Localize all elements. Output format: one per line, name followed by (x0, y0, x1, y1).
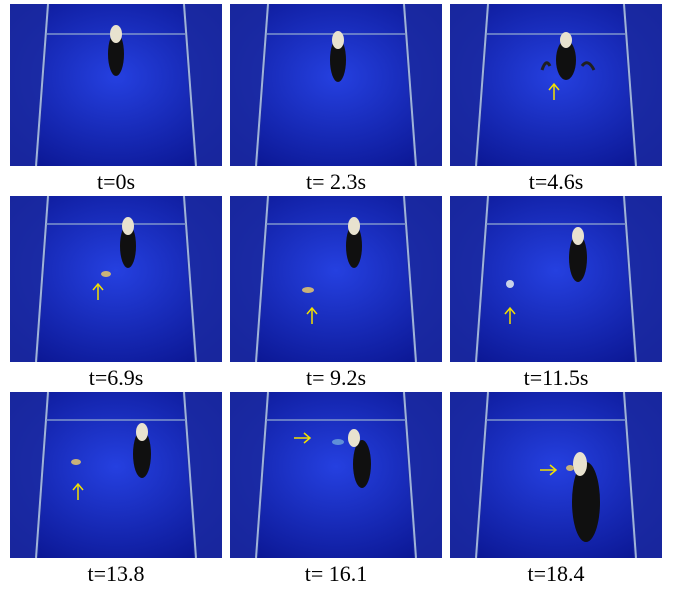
frame-caption-7: t=13.8 (87, 561, 145, 586)
frame-cell-6: t=11.5s (450, 196, 662, 390)
vehicle-body (133, 430, 151, 478)
photo-frame-1 (10, 4, 222, 166)
photo-frame-7 (10, 392, 222, 558)
tank-photo-2 (230, 4, 442, 166)
vehicle-body (569, 234, 587, 282)
tank-photo-9 (450, 392, 662, 558)
small-fish-robot (566, 465, 574, 471)
small-fish-robot (332, 439, 344, 445)
frame-caption-4: t=6.9s (88, 365, 144, 390)
frame-caption-9: t=18.4 (527, 561, 585, 586)
small-fish-robot (101, 271, 111, 277)
frame-cell-8: t= 16.1 (230, 392, 442, 588)
vehicle-nose (110, 25, 122, 43)
photo-frame-4 (10, 196, 222, 362)
frame-caption-3: t=4.6s (528, 169, 584, 194)
vehicle-body (120, 224, 136, 268)
vehicle-nose (348, 429, 360, 447)
photo-frame-6 (450, 196, 662, 362)
tank-photo-7 (10, 392, 222, 558)
tank-photo-3 (450, 4, 662, 166)
frame-cell-9: t=18.4 (450, 392, 662, 588)
tank-photo-1 (10, 4, 222, 166)
vehicle-nose (332, 31, 344, 49)
vehicle-body (346, 224, 362, 268)
vehicle-body (572, 462, 600, 542)
vehicle-nose (560, 32, 572, 48)
frame-cell-7: t=13.8 (10, 392, 222, 588)
vehicle-nose (572, 227, 584, 245)
frame-cell-1: t=0s (10, 4, 222, 194)
frame-caption-6: t=11.5s (523, 365, 589, 390)
vehicle-body (556, 40, 576, 80)
vehicle-body (330, 38, 346, 82)
vehicle-nose (348, 217, 360, 235)
frame-cell-2: t= 2.3s (230, 4, 442, 194)
photo-frame-2 (230, 4, 442, 166)
vehicle-nose (573, 452, 587, 476)
photo-frame-5 (230, 196, 442, 362)
vehicle-body (353, 440, 371, 488)
vehicle-nose (136, 423, 148, 441)
frame-caption-2: t= 2.3s (305, 169, 367, 194)
vehicle-arm-right (580, 61, 596, 71)
vehicle-nose (122, 217, 134, 235)
tank-photo-4 (10, 196, 222, 362)
photo-frame-3 (450, 4, 662, 166)
frame-caption-8: t= 16.1 (304, 561, 368, 586)
frame-cell-3: t=4.6s (450, 4, 662, 194)
frame-caption-5: t= 9.2s (305, 365, 367, 390)
tank-photo-6 (450, 196, 662, 362)
photo-frame-8 (230, 392, 442, 558)
small-fish-robot (71, 459, 81, 465)
small-fish-robot (302, 287, 314, 293)
frame-caption-1: t=0s (96, 169, 136, 194)
tank-photo-5 (230, 196, 442, 362)
tank-photo-8 (230, 392, 442, 558)
small-fish-robot (506, 280, 514, 288)
photo-frame-9 (450, 392, 662, 558)
frame-cell-4: t=6.9s (10, 196, 222, 390)
vehicle-arm-left (540, 61, 552, 71)
frame-cell-5: t= 9.2s (230, 196, 442, 390)
vehicle-body (108, 32, 124, 76)
